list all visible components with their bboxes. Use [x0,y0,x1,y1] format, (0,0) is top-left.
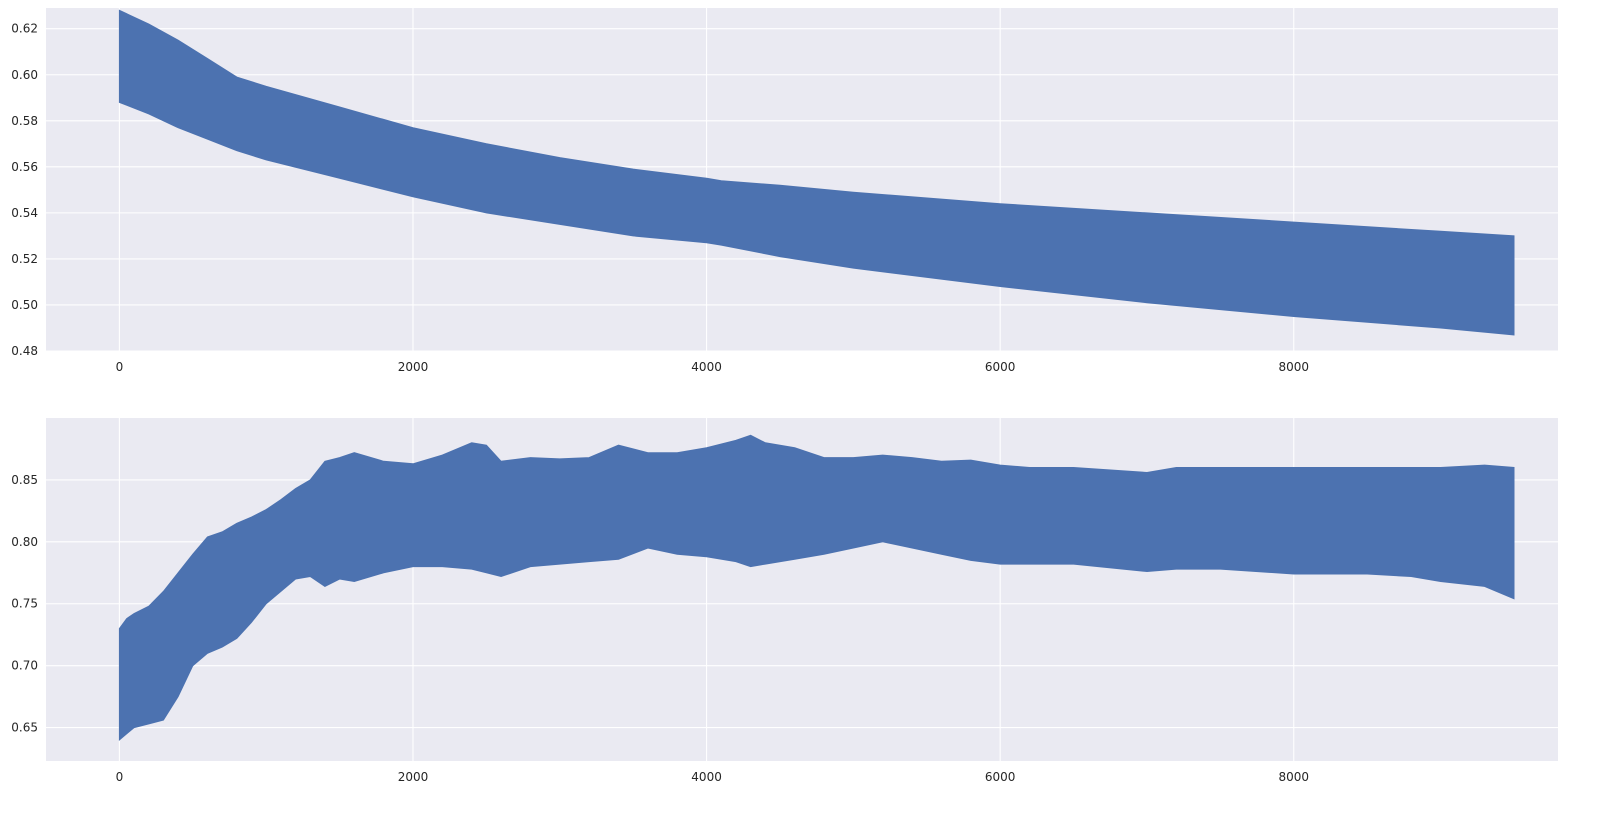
x-tick-label: 8000 [1278,770,1309,784]
subplot-2: 0.65 0.70 0.75 0.80 0.85 0 2000 4000 6000 8000 [11,418,1558,784]
x-tick-label: 0 [116,360,124,374]
x-tick-label: 0 [116,770,124,784]
y-tick-label: 0.65 [11,721,38,735]
y-tick-label: 0.48 [11,344,38,358]
series-band-2-1 [118,434,1515,741]
series-band-1-1 [118,9,1515,336]
x-tick-label: 6000 [985,770,1016,784]
y-tick-label: 0.56 [11,160,38,174]
y-tick-label: 0.62 [11,22,38,36]
x-tick-label: 8000 [1278,360,1309,374]
y-tick-label: 0.52 [11,252,38,266]
subplot-1: 0.48 0.50 0.52 0.54 0.56 0.58 0.60 0.62 0 2000 400… [11,8,1558,374]
x-tick-label: 4000 [691,360,722,374]
x-tick-label: 2000 [398,360,429,374]
y-tick-label: 0.60 [11,68,38,82]
x-tick-label: 4000 [691,770,722,784]
y-tick-label: 0.50 [11,298,38,312]
x-tick-label: 2000 [398,770,429,784]
x-tick-label: 6000 [985,360,1016,374]
y-tick-label: 0.58 [11,114,38,128]
y-tick-label: 0.80 [11,535,38,549]
y-tick-label: 0.54 [11,206,38,220]
y-tick-label: 0.70 [11,659,38,673]
y-tick-label: 0.75 [11,597,38,611]
y-tick-label: 0.85 [11,473,38,487]
